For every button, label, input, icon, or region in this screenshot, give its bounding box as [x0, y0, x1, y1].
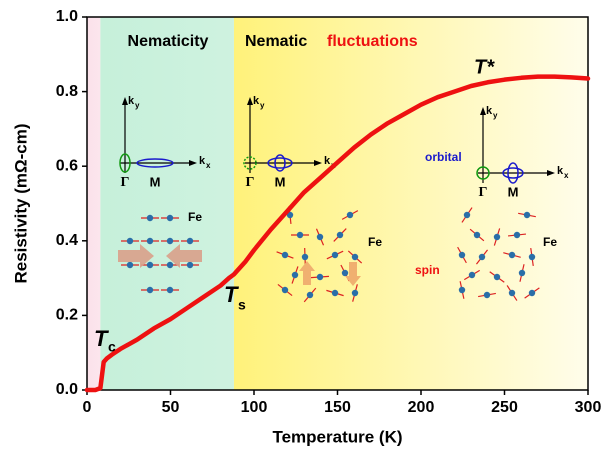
- fe-atom: [352, 254, 358, 260]
- fe-atom: [524, 212, 530, 218]
- fe-atom: [529, 254, 535, 260]
- spin-label: spin: [415, 263, 440, 277]
- x-axis-label: Temperature (K): [272, 427, 402, 446]
- fe-atom: [167, 262, 173, 268]
- fe-atom: [509, 290, 515, 296]
- fe-atom: [127, 262, 133, 268]
- fe-atom: [519, 270, 525, 276]
- k-subscript: x: [564, 171, 569, 180]
- k-label: k: [557, 165, 564, 177]
- gamma-label: Γ: [479, 185, 488, 200]
- fe-label: Fe: [543, 235, 557, 249]
- x-tick-label: 0: [83, 399, 92, 416]
- fe-atom: [127, 238, 133, 244]
- fe-atom: [514, 232, 520, 238]
- gamma-label: Γ: [121, 175, 130, 190]
- y-tick-label: 0.2: [56, 307, 78, 324]
- y-tick-label: 0.8: [56, 83, 78, 100]
- y-tick-label: 1.0: [56, 8, 78, 25]
- x-tick-label: 50: [162, 399, 180, 416]
- fe-atom: [297, 232, 303, 238]
- fe-atom: [187, 262, 193, 268]
- fe-atom: [347, 212, 353, 218]
- k-label: k: [199, 155, 206, 167]
- tc-label: T: [94, 326, 109, 351]
- fe-atom: [352, 290, 358, 296]
- k-subscript: y: [260, 101, 265, 110]
- y-tick-label: 0.6: [56, 157, 78, 174]
- orbital-label: orbital: [425, 150, 462, 164]
- x-tick-label: 300: [575, 399, 602, 416]
- fe-atom: [494, 234, 500, 240]
- region-label: Nematicity: [128, 33, 209, 50]
- k-subscript: y: [493, 111, 498, 120]
- y-tick-label: 0.4: [56, 232, 78, 249]
- fe-atom: [332, 252, 338, 258]
- tc-subscript: c: [108, 339, 116, 355]
- regions: [87, 17, 588, 390]
- m-label: M: [275, 174, 286, 189]
- fe-atom: [282, 252, 288, 258]
- fe-atom: [529, 290, 535, 296]
- y-tick-label: 0.0: [56, 381, 78, 398]
- fe-atom: [147, 238, 153, 244]
- fe-atom: [342, 270, 348, 276]
- fe-atom: [167, 287, 173, 293]
- fe-label: Fe: [368, 235, 382, 249]
- fe-atom: [147, 215, 153, 221]
- t-star-label: T*: [474, 56, 495, 78]
- region-label: fluctuations: [327, 33, 418, 50]
- fe-atom: [187, 238, 193, 244]
- fe-atom: [302, 254, 308, 260]
- fe-atom: [509, 252, 515, 258]
- x-tick-label: 250: [491, 399, 518, 416]
- x-tick-label: 200: [408, 399, 435, 416]
- fe-atom: [469, 272, 475, 278]
- fe-atom: [332, 290, 338, 296]
- chart: kykxΓMkykxΓMkykxΓMFeFeFe 050100150200250…: [0, 0, 606, 452]
- fe-atom: [147, 262, 153, 268]
- fe-label: Fe: [188, 210, 202, 224]
- x-tick-label: 100: [241, 399, 268, 416]
- gamma-label: Γ: [246, 175, 255, 190]
- k-label: k: [128, 95, 135, 107]
- fe-atom: [474, 232, 480, 238]
- m-label: M: [508, 184, 519, 199]
- ts-subscript: s: [238, 297, 246, 313]
- y-axis-label: Resistivity (mΩ-cm): [11, 123, 30, 283]
- fe-atom: [494, 274, 500, 280]
- fe-atom: [167, 215, 173, 221]
- fe-atom: [459, 287, 465, 293]
- fe-atom: [282, 287, 288, 293]
- region: [100, 17, 234, 390]
- m-label: M: [150, 174, 161, 189]
- k-label: k: [324, 155, 331, 167]
- fe-atom: [317, 234, 323, 240]
- fe-atom: [484, 292, 490, 298]
- x-tick-label: 150: [324, 399, 351, 416]
- fe-atom: [317, 274, 323, 280]
- region: [234, 17, 588, 390]
- fe-atom: [337, 232, 343, 238]
- fe-atom: [464, 212, 470, 218]
- fe-atom: [147, 287, 153, 293]
- fe-atom: [167, 238, 173, 244]
- region-label: Nematic: [245, 33, 307, 50]
- k-subscript: y: [135, 101, 140, 110]
- k-label: k: [486, 105, 493, 117]
- k-subscript: x: [206, 161, 211, 170]
- ts-label: T: [224, 282, 239, 307]
- fe-atom: [479, 254, 485, 260]
- fe-atom: [292, 272, 298, 278]
- fe-atom: [459, 252, 465, 258]
- fe-atom: [307, 292, 313, 298]
- k-label: k: [253, 95, 260, 107]
